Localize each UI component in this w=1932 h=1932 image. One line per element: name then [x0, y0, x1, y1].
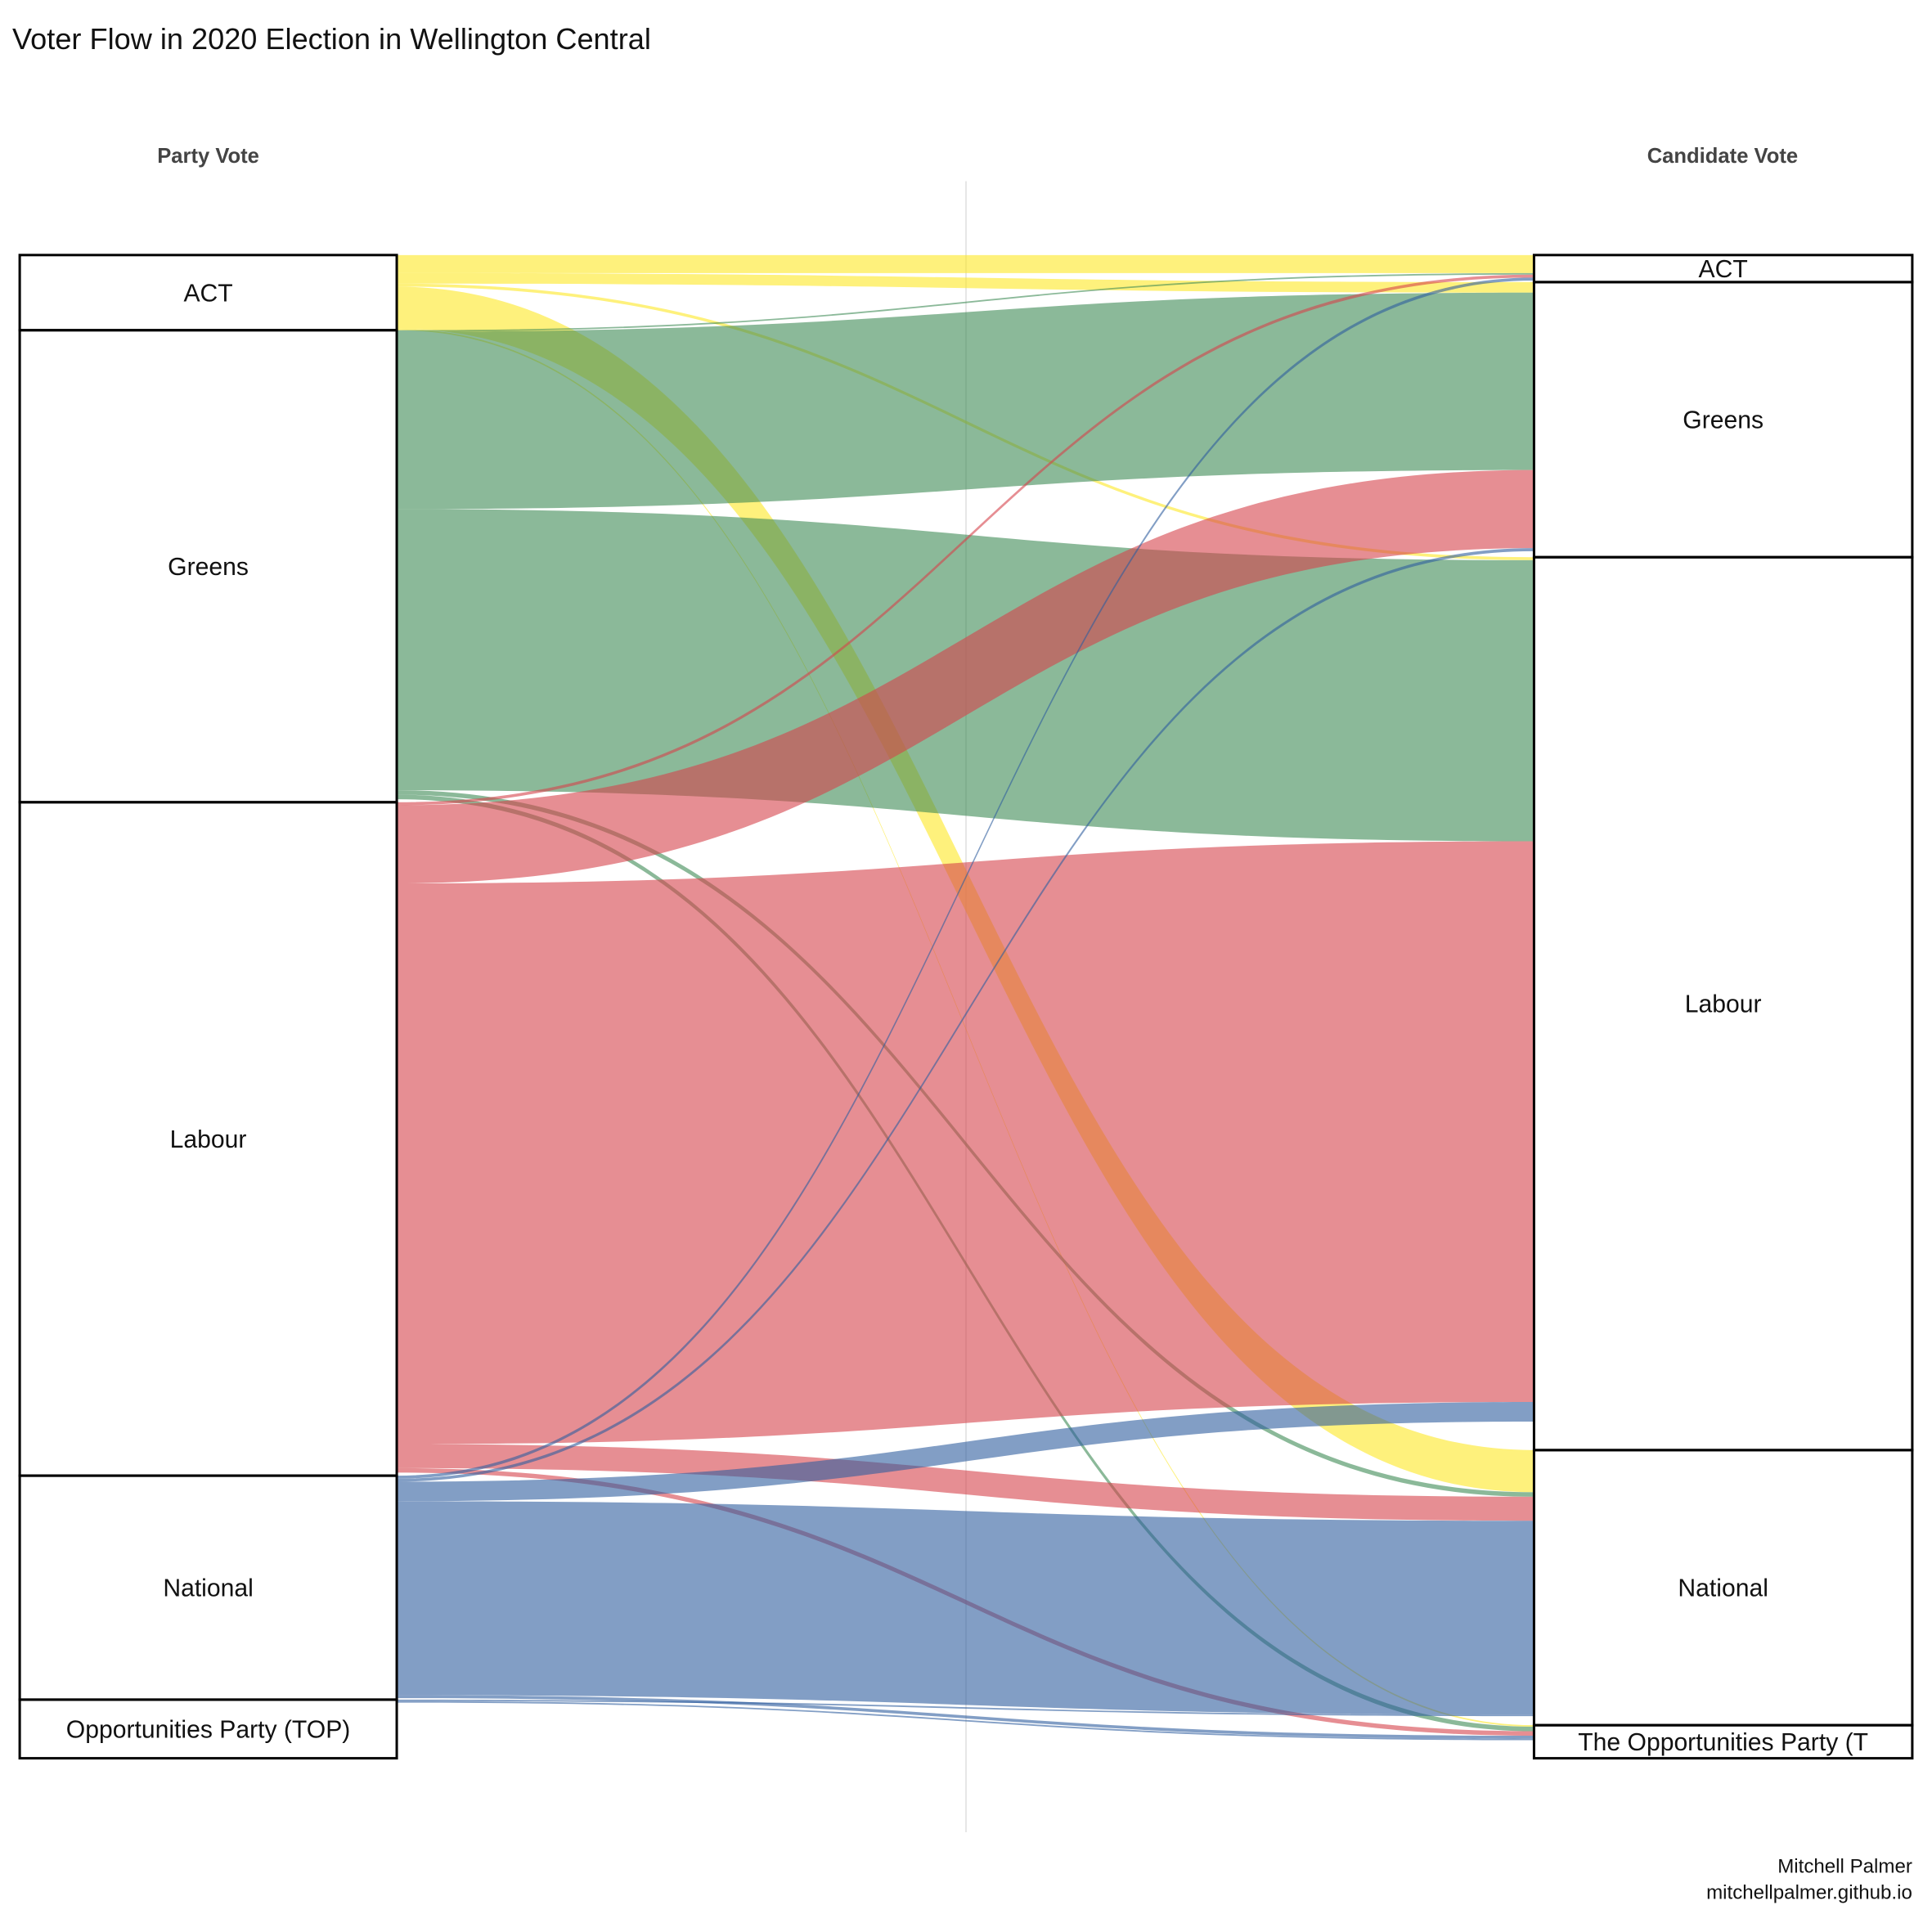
flow-greens-to-greens: [397, 292, 1534, 510]
flow-top-to-top: [397, 1701, 1534, 1741]
right-node-top: [1532, 1723, 1914, 1760]
credit-author: Mitchell Palmer: [1777, 1856, 1912, 1878]
left-node-label: Labour: [170, 1126, 247, 1153]
right-axis-label: Candidate Vote: [1647, 145, 1798, 168]
credit-site: mitchellpalmer.github.io: [1706, 1881, 1912, 1903]
flow-national-to-top: [397, 1695, 1534, 1739]
left-node-label: Opportunities Party (TOP): [66, 1716, 350, 1743]
left-node-label: Greens: [168, 554, 249, 581]
flow-national-to-national: [397, 1501, 1534, 1715]
right-node-label: National: [1678, 1575, 1768, 1602]
right-node-label: Greens: [1683, 407, 1764, 434]
flow-labour-to-national: [397, 1444, 1534, 1521]
flow-labour-to-labour: [397, 841, 1534, 1445]
left-node-label: ACT: [183, 280, 232, 307]
flow-act-to-greens: [397, 272, 1534, 293]
left-node-label: National: [163, 1575, 253, 1602]
left-node-top: [18, 1698, 398, 1760]
nodes-group: ACT Greens Labour National Opportunities Par…: [18, 254, 1914, 1760]
flow-national-to-act: [397, 277, 1534, 1479]
right-node-label: The Opportunities Party (T: [1578, 1729, 1868, 1756]
flow-labour-to-act: [397, 274, 1534, 806]
flow-labour-to-greens: [397, 470, 1534, 884]
flow-act-to-act: [397, 254, 1534, 273]
flow-greens-to-act: [397, 272, 1534, 332]
right-node-label: ACT: [1699, 256, 1748, 283]
flow-national-to-greens: [397, 548, 1534, 1482]
flows-group: [397, 254, 1534, 1741]
left-axis-label: Party Vote: [157, 145, 259, 168]
flow-top-to-national: [397, 1699, 1534, 1717]
flow-national-to-labour: [397, 1402, 1534, 1502]
chart-title: Voter Flow in 2020 Election in Wellingto…: [12, 22, 651, 56]
right-node-label: Labour: [1685, 991, 1762, 1018]
